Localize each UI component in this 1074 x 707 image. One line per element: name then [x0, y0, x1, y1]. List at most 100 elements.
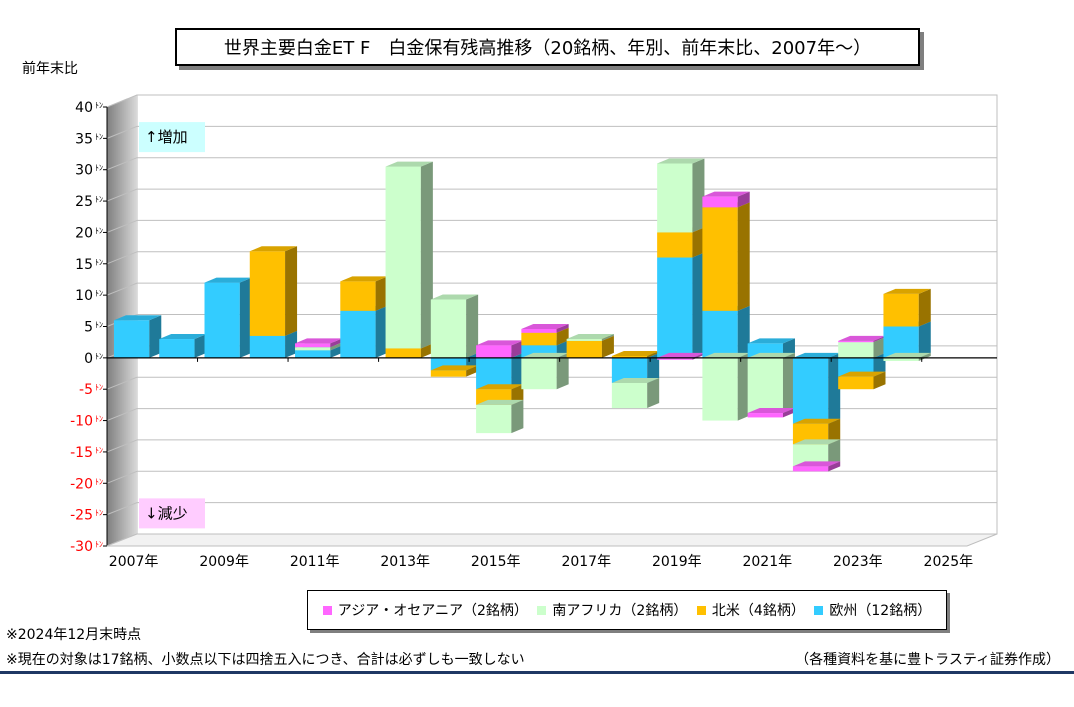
- bar-segment: [702, 310, 738, 358]
- gridline-side: [106, 219, 138, 233]
- y-tick-label: -20: [70, 476, 93, 492]
- bar-segment-top: [159, 334, 207, 340]
- bar-segment: [657, 163, 693, 233]
- legend-label-south-africa: 南アフリカ（2銘柄）: [552, 603, 688, 619]
- y-tick-unit: ﾄﾝ: [95, 101, 103, 110]
- increase-label-bg: [139, 122, 205, 153]
- bar-segment: [657, 357, 693, 360]
- bar-segment: [702, 196, 738, 208]
- x-tick-label: 2021年: [742, 554, 792, 570]
- y-tick-label: -30: [70, 539, 93, 555]
- bar-segment-side: [375, 276, 388, 311]
- bar-segment-side: [828, 352, 841, 424]
- y-tick-unit: ﾄﾝ: [95, 352, 103, 361]
- bar-segment: [702, 207, 738, 311]
- y-tick-label: 25: [75, 194, 93, 210]
- bar-segment-side: [511, 352, 524, 390]
- y-tick-label: 15: [75, 257, 93, 273]
- bar-segment-side: [149, 315, 162, 358]
- bar-segment-side: [194, 334, 207, 358]
- bar-segment: [611, 355, 648, 358]
- bar-segment: [838, 340, 874, 343]
- legend-item-south-africa: 南アフリカ（2銘柄）: [537, 600, 687, 620]
- bar-segment-top: [521, 352, 569, 358]
- bar-segment-top: [702, 352, 750, 358]
- bar-segment: [792, 423, 829, 445]
- gridline-side: [106, 251, 138, 265]
- bar-segment-side: [918, 288, 931, 327]
- legend-swatch-europe: [814, 605, 824, 615]
- bar-segment-top: [747, 338, 795, 344]
- bar-segment-top: [792, 418, 841, 424]
- bar-segment-side: [601, 335, 614, 358]
- x-tick-label: 2025年: [924, 554, 974, 570]
- y-tick-label: 35: [75, 131, 93, 147]
- bar-segment: [883, 326, 919, 358]
- bar-segment-side: [330, 342, 343, 351]
- gridline-side: [106, 470, 138, 484]
- legend-swatch-asia: [322, 605, 332, 615]
- y-tick-unit: ﾄﾝ: [95, 226, 103, 235]
- bar-segment-side: [782, 352, 795, 414]
- bar-segment-top: [430, 365, 479, 371]
- bar-segment: [295, 350, 331, 358]
- bar-segment-top: [657, 352, 705, 358]
- note-rounding: ※現在の対象は17銘柄、小数点以下は四捨五入につき、合計は必ずしも一致しない: [6, 652, 525, 668]
- gridline-side: [106, 502, 138, 516]
- y-tick-unit: ﾄﾝ: [95, 446, 103, 455]
- bar-segment-side: [737, 191, 750, 208]
- bar-segment-side: [556, 327, 569, 346]
- bar-segment-side: [873, 352, 886, 377]
- bar-segment: [883, 293, 919, 327]
- bar-segment: [159, 339, 195, 358]
- bar-segment-side: [601, 334, 614, 341]
- y-tick-label: -10: [70, 414, 93, 430]
- y-tick-label: 40: [75, 100, 93, 116]
- bar-segment: [476, 404, 512, 434]
- bar-segment-side: [692, 252, 705, 358]
- bar-segment-top: [657, 158, 705, 164]
- x-tick-label: 2007年: [109, 554, 159, 570]
- bottom-rule: [0, 671, 1074, 674]
- bar-segment-side: [873, 337, 886, 358]
- bar-segment: [838, 342, 874, 358]
- increase-label: ↑増加: [145, 128, 188, 146]
- bar-segment-side: [330, 338, 343, 348]
- y-tick-label: -15: [70, 445, 93, 461]
- y-tick-unit: ﾄﾝ: [95, 509, 103, 518]
- bar-segment-side: [918, 321, 931, 358]
- legend-item-north-america: 北米（4銘柄）: [696, 600, 805, 620]
- bar-segment: [566, 340, 602, 358]
- gridline-side: [106, 94, 138, 108]
- y-tick-unit: ﾄﾝ: [95, 415, 103, 424]
- bar-segment-side: [873, 335, 886, 343]
- bar-segment: [838, 376, 874, 390]
- bar-segment: [113, 320, 150, 358]
- bar-segment: [792, 444, 829, 467]
- x-tick-label: 2011年: [290, 554, 340, 570]
- bar-segment-top: [249, 246, 298, 252]
- bar-segment: [476, 357, 512, 390]
- bar-segment-top: [792, 439, 841, 445]
- bar-segment-top: [566, 334, 614, 340]
- bar-segment: [566, 339, 602, 341]
- bar-segment-side: [737, 305, 750, 358]
- y-tick-label: 5: [84, 320, 93, 336]
- y-axis-unit-label: 前年末比: [22, 61, 78, 77]
- y-tick-label: -5: [79, 382, 93, 398]
- y-tick-unit: ﾄﾝ: [95, 540, 103, 549]
- gridline-side: [106, 408, 138, 422]
- bar-segment-side: [285, 246, 298, 336]
- bar-segment: [657, 232, 693, 258]
- bar-segment-side: [647, 350, 660, 358]
- bar-segment: [249, 251, 286, 336]
- chart-title: 世界主要白金ET F 白金保有残高推移（20銘柄、年別、前年末比、2007年～）: [175, 28, 920, 66]
- bar-segment-top: [611, 377, 660, 383]
- source-credit: （各種資料を基に豊トラスティ証券作成）: [795, 652, 1060, 668]
- bar-segment-side: [782, 408, 795, 418]
- bar-segment: [295, 343, 331, 348]
- x-tick-label: 2013年: [380, 554, 430, 570]
- bar-segment-top: [385, 161, 433, 167]
- gridline-side: [106, 157, 138, 171]
- x-tick-label: 2009年: [199, 554, 249, 570]
